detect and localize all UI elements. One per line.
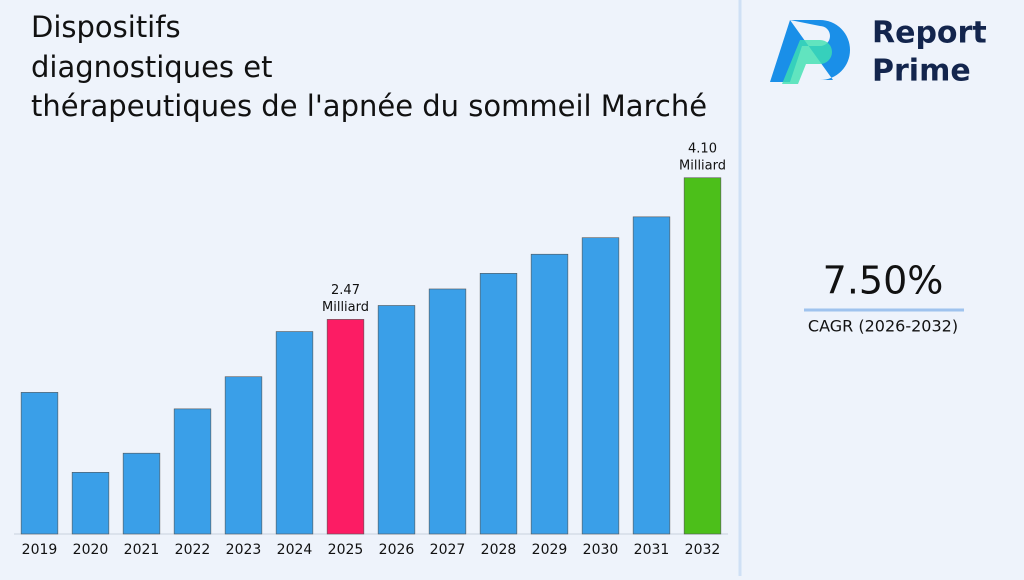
x-tick-label: 2030 xyxy=(583,542,619,558)
logo-icon xyxy=(782,40,832,84)
x-tick-label: 2026 xyxy=(379,542,415,558)
value-unit: Milliard xyxy=(322,300,369,315)
x-tick-label: 2032 xyxy=(685,542,721,558)
cagr-label: CAGR (2026-2032) xyxy=(808,317,958,336)
title-line: Dispositifs xyxy=(31,10,181,44)
bar xyxy=(581,237,620,535)
bar xyxy=(479,273,518,535)
bar xyxy=(71,472,110,535)
x-tick-label: 2025 xyxy=(328,542,364,558)
value-label: 4.10 xyxy=(688,141,717,156)
logo: Report Prime xyxy=(770,16,987,89)
value-unit: Milliard xyxy=(679,158,726,173)
logo-text: Report xyxy=(872,16,987,51)
bar xyxy=(224,376,263,535)
value-label: 2.47 xyxy=(331,283,360,298)
title-line: thérapeutiques de l'apnée du sommeil Mar… xyxy=(31,89,707,123)
x-tick-label: 2020 xyxy=(73,542,109,558)
cagr-value: 7.50% xyxy=(823,259,944,303)
x-tick-label: 2029 xyxy=(532,542,568,558)
x-tick-label: 2028 xyxy=(481,542,517,558)
bar xyxy=(326,319,365,535)
bar xyxy=(20,392,59,535)
x-tick-label: 2024 xyxy=(277,542,313,558)
x-tick-label: 2022 xyxy=(175,542,211,558)
bar xyxy=(377,305,416,535)
x-tick-label: 2021 xyxy=(124,542,160,558)
x-tick-label: 2019 xyxy=(22,542,58,558)
title-line: diagnostiques et xyxy=(31,50,272,84)
x-tick-label: 2031 xyxy=(634,542,670,558)
bar xyxy=(122,452,161,535)
bar xyxy=(173,408,212,535)
x-tick-label: 2023 xyxy=(226,542,262,558)
bar xyxy=(683,177,722,535)
logo-text: Prime xyxy=(872,54,971,89)
x-tick-label: 2027 xyxy=(430,542,466,558)
bar xyxy=(275,331,314,535)
bar xyxy=(632,216,671,535)
bar xyxy=(428,288,467,535)
bar xyxy=(530,253,569,535)
